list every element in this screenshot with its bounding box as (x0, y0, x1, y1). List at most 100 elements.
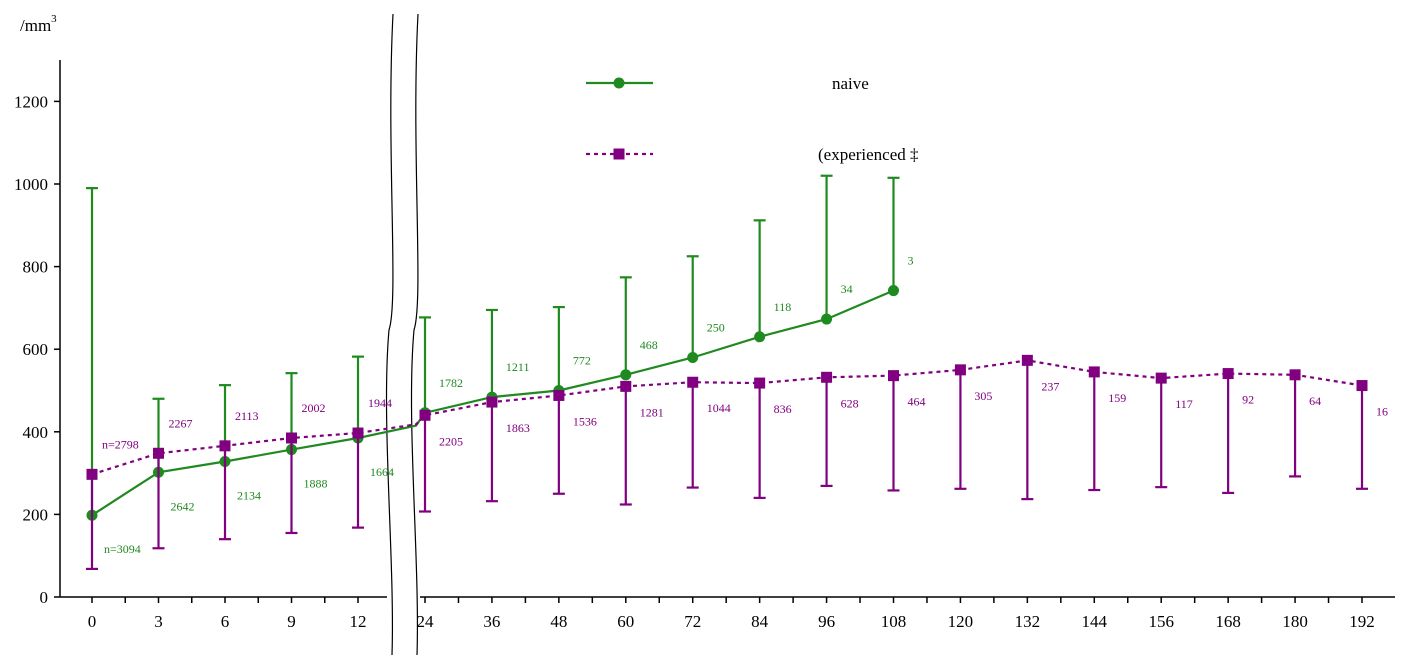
x-tick-label: 84 (751, 612, 769, 631)
x-tick-label: 72 (684, 612, 701, 631)
data-point (1155, 372, 1167, 384)
x-tick-label: 12 (350, 612, 367, 631)
count-label: 2134 (237, 489, 261, 503)
y-tick-label: 1200 (14, 92, 48, 111)
data-point (821, 313, 833, 325)
legend-swatch-marker (613, 148, 625, 160)
count-label: 468 (640, 338, 658, 352)
data-point (1088, 366, 1100, 378)
data-point (620, 369, 632, 381)
legend: naive (experienced ‡ (586, 74, 919, 164)
count-label: 2113 (235, 409, 259, 423)
axis-break-line (385, 13, 394, 656)
count-label: 772 (573, 354, 591, 368)
legend-swatch-marker (613, 77, 625, 89)
data-point (620, 380, 632, 392)
count-label: 1536 (573, 414, 597, 428)
data-point (153, 447, 164, 459)
x-tick-label: 3 (154, 612, 163, 631)
y-tick-label: 1000 (14, 175, 48, 194)
data-point (687, 351, 699, 363)
x-tick-label: 120 (948, 612, 974, 631)
count-label: 2267 (169, 416, 193, 430)
data-point (754, 331, 766, 343)
y-tick-label: 400 (23, 423, 49, 442)
x-tick-label: 156 (1148, 612, 1174, 631)
count-label: 1944 (368, 396, 392, 410)
x-tick-label: 132 (1015, 612, 1041, 631)
count-label: 2205 (439, 434, 463, 448)
data-point (352, 427, 364, 439)
axis-break-line (410, 13, 419, 656)
count-label: 305 (974, 389, 992, 403)
legend-item: naive (586, 74, 869, 93)
x-tick-label: 60 (617, 612, 634, 631)
count-label: 159 (1108, 391, 1126, 405)
data-point (1356, 380, 1368, 392)
x-tick-label: 36 (483, 612, 500, 631)
count-label: 1664 (370, 465, 394, 479)
data-point (754, 377, 766, 389)
legend-label: naive (832, 74, 869, 93)
count-label: 237 (1041, 379, 1059, 393)
data-point (954, 364, 966, 376)
data-point (1222, 368, 1234, 380)
count-label: 628 (841, 396, 859, 410)
y-tick-label: 200 (23, 505, 49, 524)
data-point (419, 409, 431, 421)
data-point (1021, 354, 1033, 366)
x-tick-label: 108 (881, 612, 907, 631)
x-tick-label: 180 (1282, 612, 1308, 631)
count-label: 836 (774, 402, 792, 416)
y-tick-label: 0 (40, 588, 49, 607)
y-axis-unit-superscript: 3 (51, 13, 57, 25)
count-label: 34 (841, 282, 853, 296)
count-label: 250 (707, 320, 725, 334)
data-point (888, 285, 899, 297)
y-axis-unit: /mm3 (20, 13, 57, 35)
series-line (91, 289, 894, 517)
count-label: 1211 (506, 360, 530, 374)
x-tick-label: 9 (287, 612, 296, 631)
series-line (91, 359, 1363, 476)
y-tick-label: 600 (23, 340, 49, 359)
count-label: 64 (1309, 394, 1321, 408)
count-label: 3 (908, 254, 914, 268)
count-label: 118 (774, 300, 792, 314)
count-label: 2642 (171, 499, 195, 513)
count-label: 1782 (439, 376, 463, 390)
x-tick-label: 6 (221, 612, 230, 631)
data-point (888, 370, 899, 382)
data-point (486, 396, 498, 408)
series-experienced: n=2798 2267 2113 2002 1944 2205 1863 1536 1281 10… (86, 354, 1388, 571)
data-point (286, 432, 297, 444)
count-label: 1863 (506, 421, 530, 435)
x-tick-label: 0 (88, 612, 97, 631)
count-label: 464 (908, 395, 926, 409)
count-label: 2002 (302, 401, 326, 415)
count-label: n=2798 (102, 437, 139, 451)
x-tick-label: 48 (550, 612, 567, 631)
x-tick-label: 144 (1082, 612, 1108, 631)
data-point (553, 389, 565, 401)
data-point (1289, 369, 1301, 381)
x-tick-label: 192 (1349, 612, 1375, 631)
data-point (219, 440, 231, 452)
count-label: 92 (1242, 393, 1254, 407)
count-label: 117 (1175, 397, 1193, 411)
x-tick-label: 96 (818, 612, 835, 631)
data-point (86, 468, 98, 480)
count-label: 1044 (707, 401, 731, 415)
count-label: n=3094 (104, 542, 141, 556)
break-marks (385, 13, 419, 656)
data-point (687, 376, 699, 388)
y-tick-label: 800 (23, 258, 49, 277)
count-label: 1281 (640, 405, 664, 419)
x-tick-label: 168 (1215, 612, 1241, 631)
series-naive: n=3094 2642 2134 1888 1664 1782 1211 772 468 250 1… (86, 174, 914, 556)
data-point (821, 371, 833, 383)
legend-item: (experienced ‡ (586, 145, 919, 164)
count-label: 16 (1376, 405, 1388, 419)
